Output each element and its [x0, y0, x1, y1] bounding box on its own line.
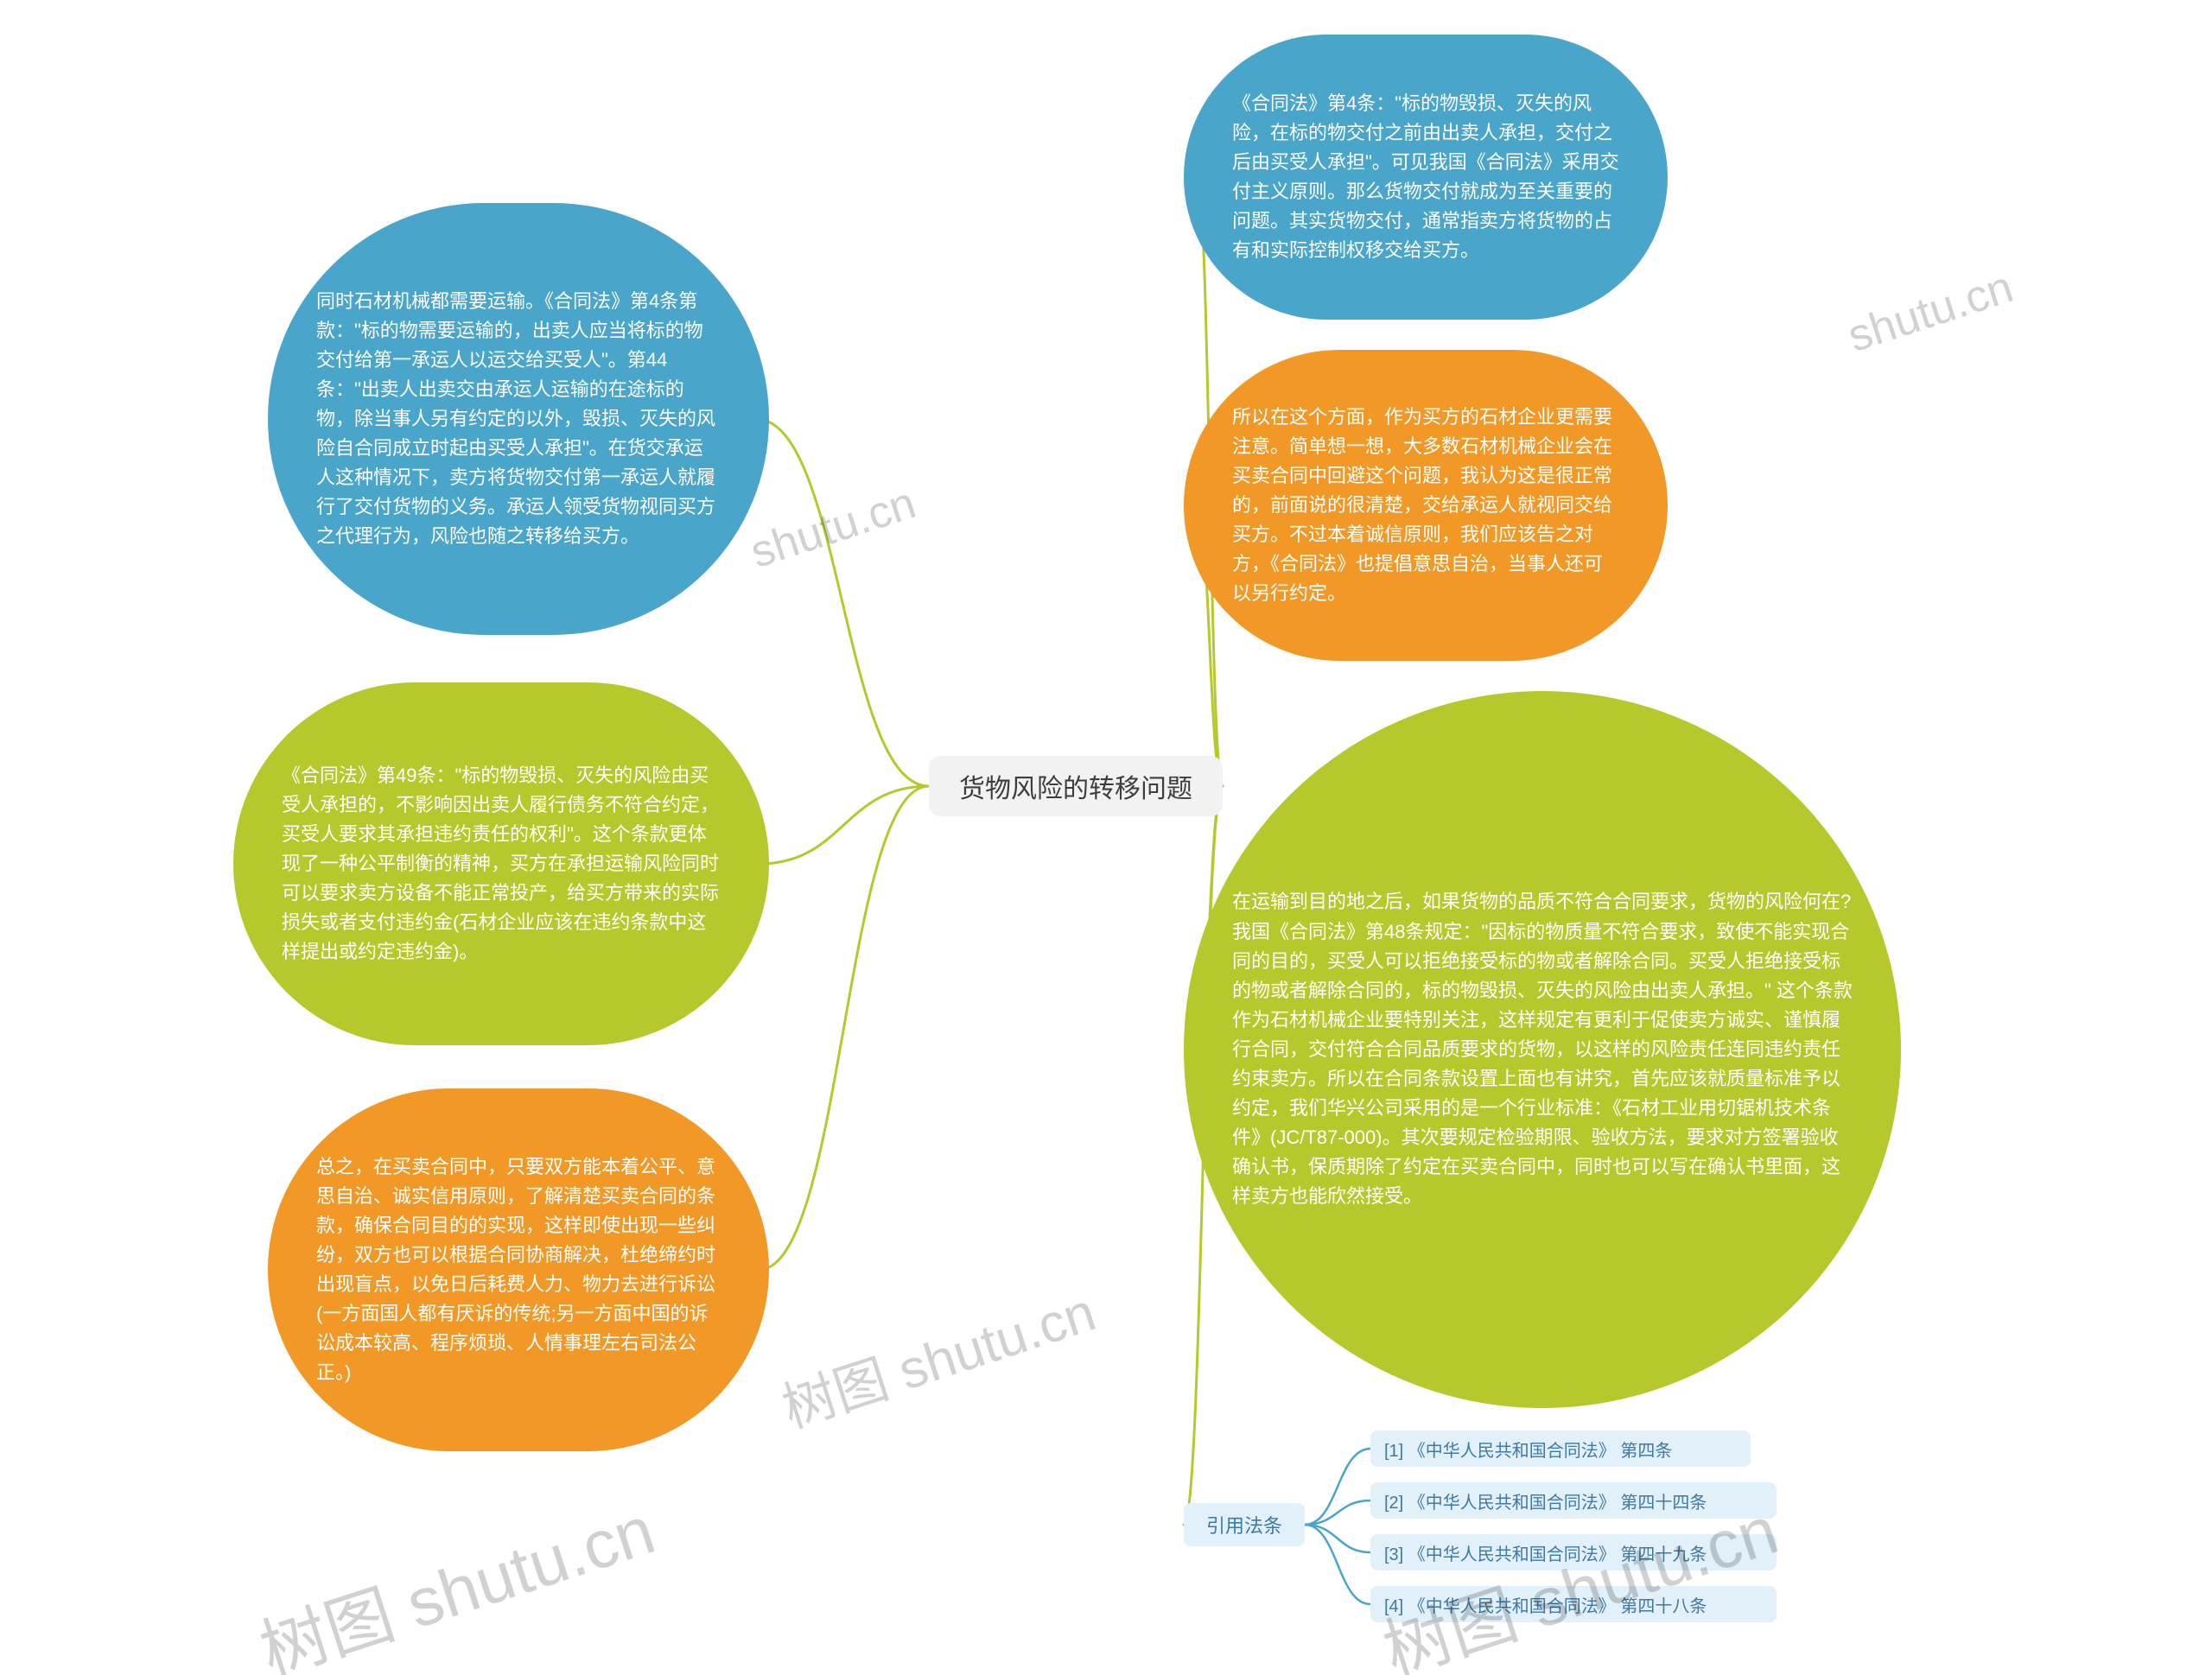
node-text: 《合同法》第4条："标的物毁损、灭失的风险，在标的物交付之前由出卖人承担，交付之…	[1232, 89, 1619, 266]
node-text: 总之，在买卖合同中，只要双方能本着公平、意思自治、诚实信用原则，了解清楚买卖合同…	[316, 1152, 721, 1388]
citation-category: 引用法条	[1184, 1503, 1305, 1546]
mindmap-node-r2: 所以在这个方面，作为买方的石材企业更需要注意。简单想一想，大多数石材机械企业会在…	[1184, 350, 1668, 661]
citation-leaf-text: [1] 《中华人民共和国合同法》 第四条	[1384, 1437, 1672, 1462]
citation-leaf-0: [1] 《中华人民共和国合同法》 第四条	[1370, 1431, 1751, 1467]
node-text: 《合同法》第49条："标的物毁损、灭失的风险由买受人承担的，不影响因出卖人履行债…	[282, 761, 721, 968]
mindmap-node-l1: 同时石材机械都需要运输。《合同法》第4条第款："标的物需要运输的，出卖人应当将标…	[268, 203, 769, 635]
node-text: 所以在这个方面，作为买方的石材企业更需要注意。简单想一想，大多数石材机械企业会在…	[1232, 403, 1619, 609]
mindmap-node-r1: 《合同法》第4条："标的物毁损、灭失的风险，在标的物交付之前由出卖人承担，交付之…	[1184, 35, 1668, 320]
root-label: 货物风险的转移问题	[959, 767, 1192, 805]
watermark: 树图 shutu.cn	[246, 1476, 664, 1675]
citation-leaf-3: [4] 《中华人民共和国合同法》 第四十八条	[1370, 1586, 1777, 1622]
citation-leaf-text: [4] 《中华人民共和国合同法》 第四十八条	[1384, 1592, 1707, 1617]
mindmap-root: 货物风险的转移问题	[929, 756, 1223, 816]
citation-leaf-1: [2] 《中华人民共和国合同法》 第四十四条	[1370, 1482, 1777, 1519]
node-text: 同时石材机械都需要运输。《合同法》第4条第款："标的物需要运输的，出卖人应当将标…	[316, 287, 721, 552]
mindmap-node-l2: 《合同法》第49条："标的物毁损、灭失的风险由买受人承担的，不影响因出卖人履行债…	[233, 682, 769, 1045]
watermark: 树图 shutu.cn	[771, 1268, 1103, 1443]
watermark: shutu.cn	[744, 477, 921, 579]
watermark: shutu.cn	[1841, 261, 2018, 363]
node-text: 在运输到目的地之后，如果货物的品质不符合合同要求，货物的风险何在?我国《合同法》…	[1232, 887, 1853, 1211]
mindmap-node-r3: 在运输到目的地之后，如果货物的品质不符合合同要求，货物的风险何在?我国《合同法》…	[1184, 691, 1901, 1408]
citation-leaf-2: [3] 《中华人民共和国合同法》 第四十九条	[1370, 1534, 1777, 1570]
citation-category-label: 引用法条	[1206, 1511, 1282, 1539]
mindmap-node-l3: 总之，在买卖合同中，只要双方能本着公平、意思自治、诚实信用原则，了解清楚买卖合同…	[268, 1088, 769, 1451]
citation-leaf-text: [3] 《中华人民共和国合同法》 第四十九条	[1384, 1540, 1707, 1565]
citation-leaf-text: [2] 《中华人民共和国合同法》 第四十四条	[1384, 1488, 1707, 1513]
